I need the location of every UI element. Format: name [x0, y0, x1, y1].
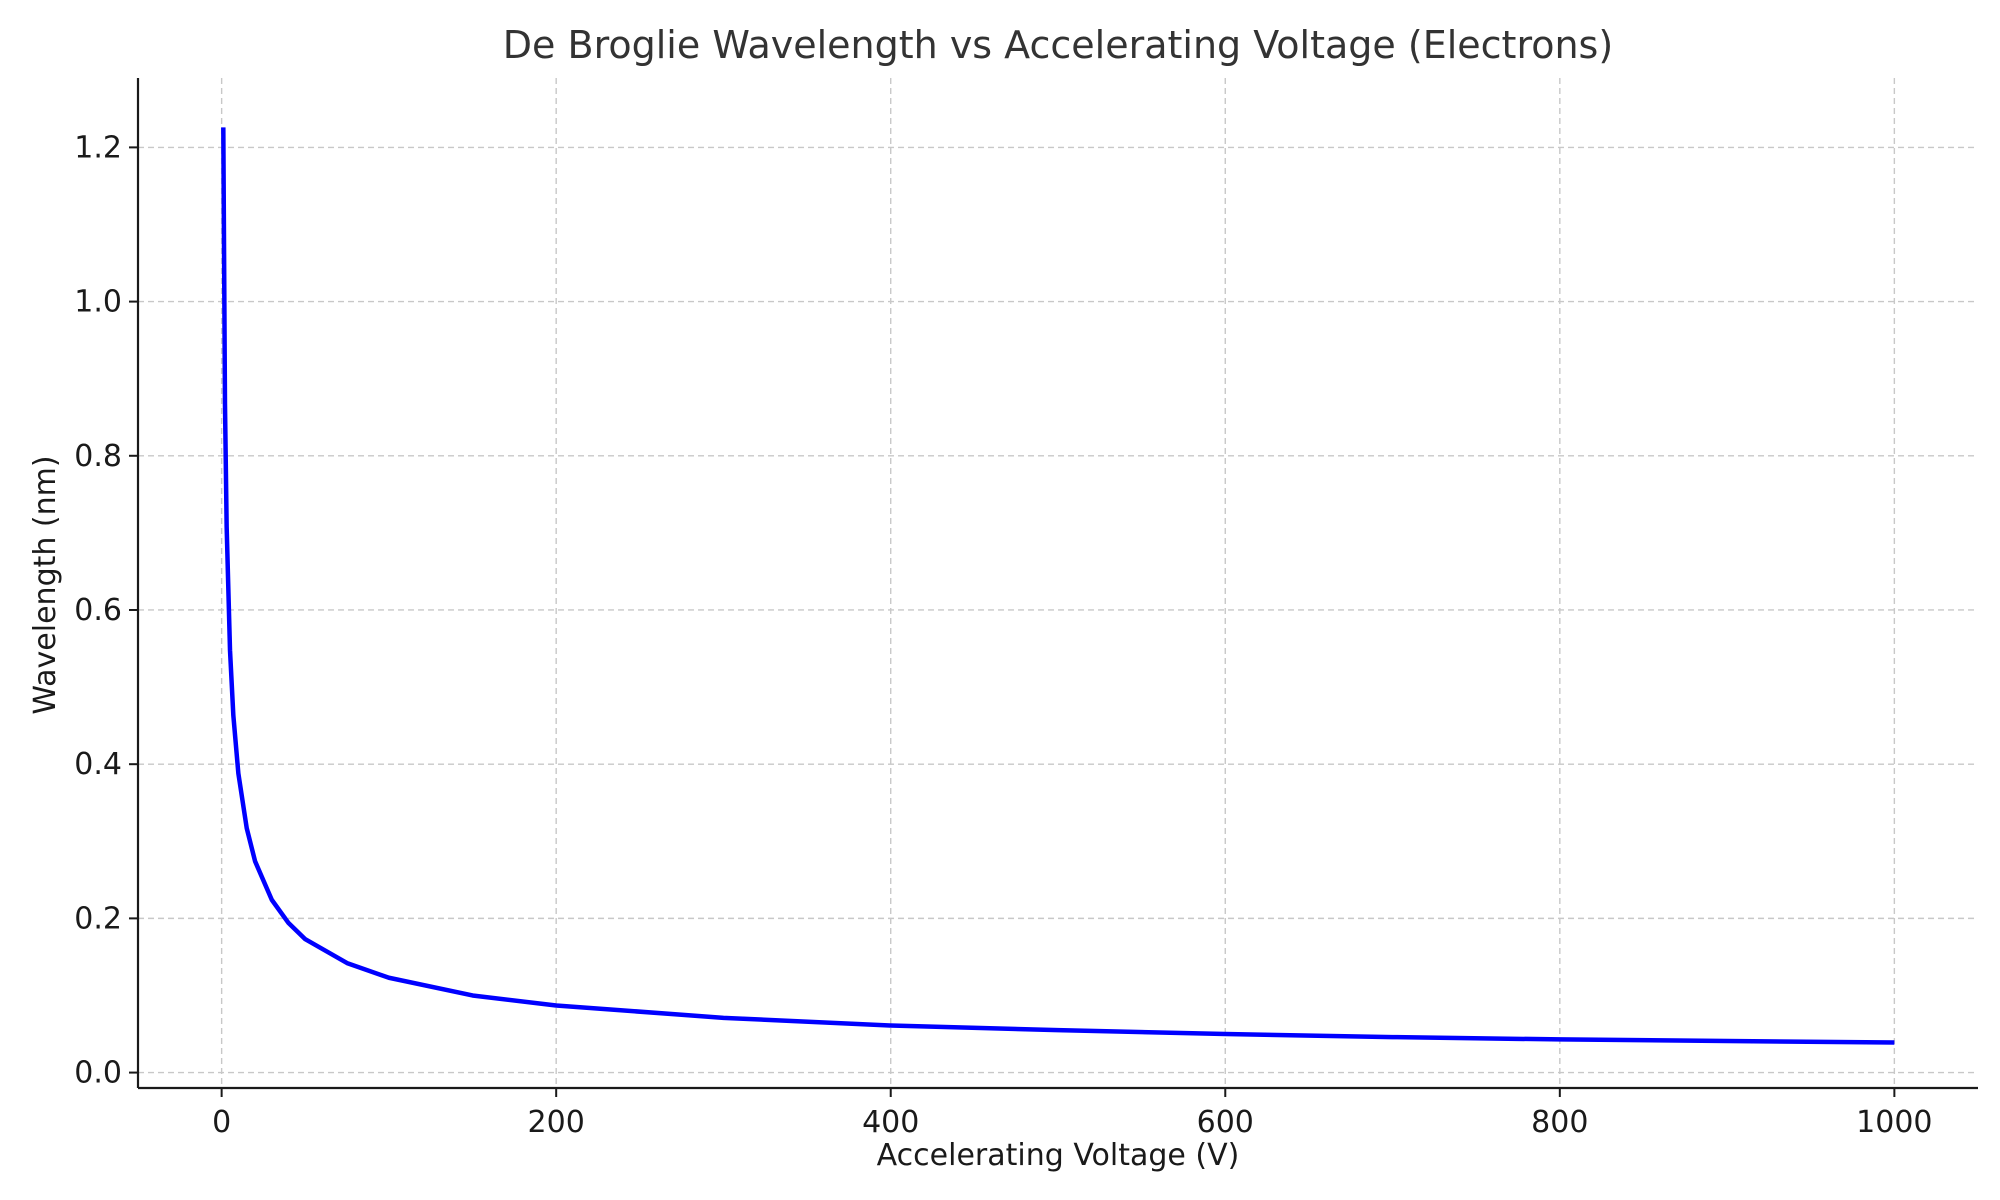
x-axis-label: Accelerating Voltage (V) — [877, 1138, 1240, 1173]
x-ticks: 0 200 400 600 800 1000 — [212, 1088, 1933, 1140]
series-line — [221, 127, 1895, 1045]
x-tick-label: 800 — [1531, 1105, 1588, 1140]
y-axis-label: Wavelength (nm) — [28, 455, 63, 714]
x-tick-label: 600 — [1197, 1105, 1254, 1140]
y-tick-label: 1.0 — [74, 285, 122, 320]
x-tick-label: 1000 — [1856, 1105, 1932, 1140]
x-tick-label: 0 — [212, 1105, 231, 1140]
y-tick-label: 0.0 — [74, 1056, 122, 1091]
grid — [138, 78, 1978, 1088]
y-tick-label: 0.8 — [74, 439, 122, 474]
x-tick-label: 400 — [862, 1105, 919, 1140]
y-tick-label: 0.2 — [74, 901, 122, 936]
y-tick-label: 0.6 — [74, 593, 122, 628]
axes — [136, 78, 1978, 1090]
x-tick-label: 200 — [528, 1105, 585, 1140]
y-ticks: 0.0 0.2 0.4 0.6 0.8 1.0 1.2 — [74, 130, 138, 1091]
chart-title: De Broglie Wavelength vs Accelerating Vo… — [503, 23, 1613, 67]
y-tick-label: 0.4 — [74, 747, 122, 782]
y-tick-label: 1.2 — [74, 130, 122, 165]
